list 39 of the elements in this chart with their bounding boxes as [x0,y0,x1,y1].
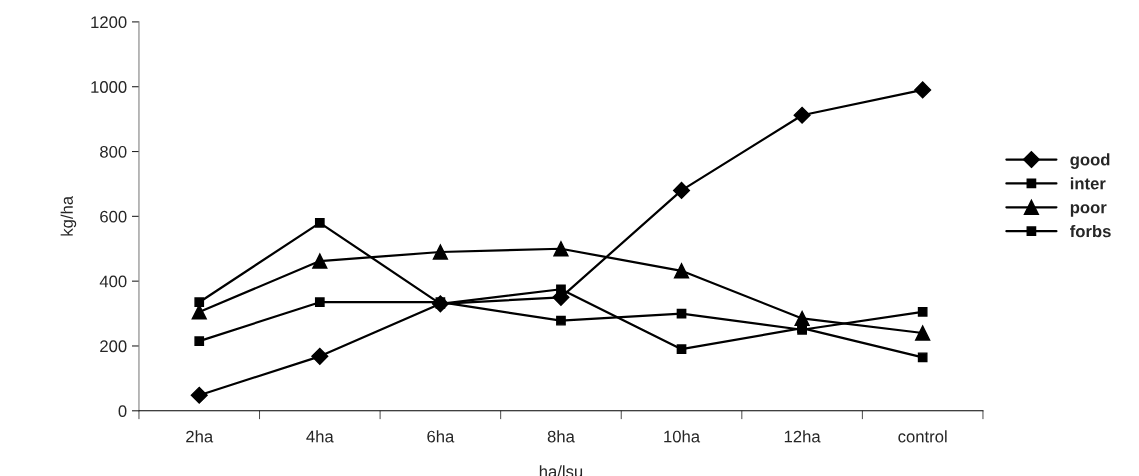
point [553,241,569,257]
point [194,297,205,308]
point [917,307,928,317]
legend-label: poor [1070,204,1107,217]
y-tick-label: 400 [99,275,127,288]
x-tick-label: 2ha [186,430,214,443]
x-tick-label: 12ha [784,430,821,443]
point [314,217,325,228]
x-tick-label: 4ha [306,430,334,443]
point [914,81,932,99]
point [432,244,449,260]
point [673,263,690,279]
point [915,325,931,341]
point [917,352,928,363]
point [194,336,205,346]
point [676,344,687,355]
y-tick-label: 1000 [91,81,127,93]
x-tick-label: 10ha [664,430,701,443]
legend-label: inter [1070,177,1106,190]
point [556,315,566,326]
point [312,253,328,269]
point [672,181,691,199]
y-tick-label: 0 [118,405,127,417]
point [794,310,810,327]
point [314,297,325,308]
y-tick-label: 200 [100,340,127,353]
y-tick-label: 1200 [91,16,127,29]
point [190,386,208,404]
x-tick-label: 8ha [547,430,575,443]
y-tick-label: 800 [100,145,127,158]
x-tick-label: control [898,430,947,443]
legend-label: good [1070,153,1110,169]
point [793,106,811,124]
point [556,284,566,295]
point [311,347,329,365]
y-tick-label: 600 [100,210,127,223]
legend-label: forbs [1070,224,1111,238]
y-axis-title: kg/ha [60,195,77,236]
x-tick-label: 6ha [427,430,455,443]
